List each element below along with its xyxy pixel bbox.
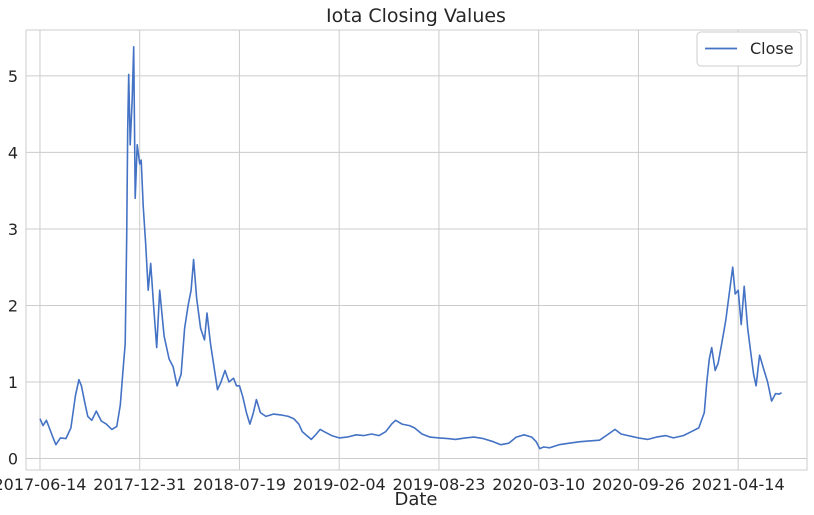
y-tick-labels: 0 1 2 3 4 5 [8,67,18,469]
x-tick-label: 2020-03-10 [492,475,585,494]
x-tick-label: 2020-09-26 [592,475,685,494]
y-tick-label: 1 [8,373,18,392]
x-tick-label: 2021-04-14 [692,475,785,494]
y-tick-label: 0 [8,450,18,469]
chart-title: Iota Closing Values [326,5,506,27]
x-tick-labels: 2017-06-14 2017-12-31 2018-07-19 2019-02-04… [0,475,785,494]
y-tick-label: 3 [8,220,18,239]
x-tick-label: 2017-12-31 [93,475,186,494]
x-tick-label: 2017-06-14 [0,475,86,494]
series-line-close [39,46,783,450]
grid-lines [26,30,807,470]
legend-box [696,31,802,67]
plot-area-frame [25,29,808,471]
y-tick-label: 2 [8,296,18,315]
legend-entry-close: Close [750,39,794,58]
y-tick-label: 5 [8,67,18,86]
legend: Close [696,31,802,67]
x-tick-label: 2018-07-19 [193,475,286,494]
x-tick-label: 2019-08-23 [392,475,485,494]
x-tick-label: 2019-02-04 [293,475,386,494]
y-tick-label: 4 [8,143,18,162]
x-axis-label: Date [394,489,437,510]
